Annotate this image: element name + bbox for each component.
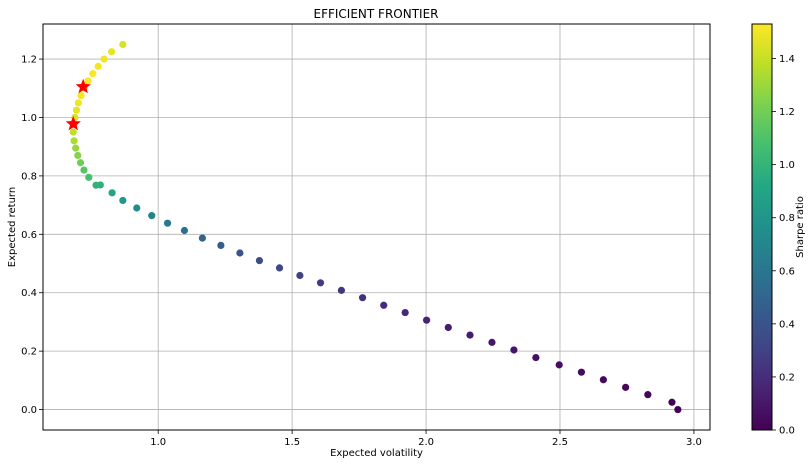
scatter-point [668,398,676,406]
scatter-point [107,48,116,56]
colorbar-frame [751,23,773,431]
scatter-point [532,353,540,362]
x-tick-label: 3.0 [686,437,702,448]
scatter-point [72,144,80,152]
x-axis-label: Expected volatility [330,448,423,459]
scatter-point [599,376,607,384]
scatter-point [674,405,682,414]
x-tick-label: 2.5 [552,437,568,448]
scatter-point [466,331,474,339]
scatter-point [644,391,652,399]
plot-frame [42,23,711,431]
scatter-point [85,173,93,181]
scatter-point [236,249,244,257]
colorbar-tick-label: 1.0 [779,160,795,171]
colorbar-gradient [752,24,772,430]
colorbar-tick-label: 0.8 [779,213,795,224]
scatter-point [133,204,141,212]
scatter-point [358,294,367,302]
colorbar-label: Sharpe ratio [795,196,806,258]
plot-area [39,24,710,434]
y-tick-label: 0.2 [21,347,37,358]
colorbar [751,23,773,431]
scatter-point [316,279,325,287]
scatter-point [198,234,206,242]
y-tick-label: 1.2 [21,55,37,66]
colorbar-tick-label: 0.2 [779,372,795,383]
y-tick-label: 0.0 [21,405,37,416]
scatter-point [255,256,264,265]
scatter-point [96,181,104,189]
chart-title: EFFICIENT FRONTIER [314,7,439,21]
colorbar-tick-label: 0.0 [779,426,795,437]
y-tick-label: 1.0 [21,113,37,124]
y-tick-label: 0.4 [21,288,37,299]
colorbar-tick-label: 0.6 [779,266,795,277]
scatter-point [510,346,518,354]
scatter-point [148,212,156,220]
scatter-point [488,338,496,346]
colorbar-tick-label: 0.4 [779,319,795,330]
scatter-point [163,219,172,227]
scatter-point [76,159,85,167]
y-axis-label: Expected return [7,187,18,267]
scatter-point [296,271,304,280]
x-tick-label: 1.5 [284,437,300,448]
scatter-point [577,368,586,376]
scatter-point [74,99,82,107]
scatter-point [100,55,108,63]
scatter-point [422,316,431,324]
scatter-point [380,301,388,309]
scatter-point [77,91,85,100]
scatter-point [401,308,409,317]
scatter-point [275,264,284,272]
scatter-point [119,40,127,49]
colorbar-tick-label: 1.4 [779,54,795,65]
highlight-star-marker [75,78,91,94]
scatter-point [89,70,97,78]
scatter-point [180,226,189,235]
y-tick-label: 0.6 [21,230,37,241]
colorbar-tick-label: 1.2 [779,107,795,118]
y-tick-label: 0.8 [21,171,37,182]
scatter-point [72,106,81,114]
scatter-point [622,383,630,391]
scatter-point [70,137,78,145]
scatter-point [108,189,116,197]
scatter-point [337,286,346,294]
scatter-point [119,196,127,205]
scatter-point [74,151,82,160]
scatter-point [217,241,225,250]
x-tick-label: 1.0 [150,437,166,448]
scatter-point [555,361,563,369]
scatter-point [84,77,92,85]
scatter-point [69,128,77,136]
x-tick-label: 2.0 [418,437,434,448]
scatter-point [80,166,88,174]
highlight-star-marker [65,115,81,131]
scatter-point [444,323,452,332]
scatter-point [94,62,102,70]
